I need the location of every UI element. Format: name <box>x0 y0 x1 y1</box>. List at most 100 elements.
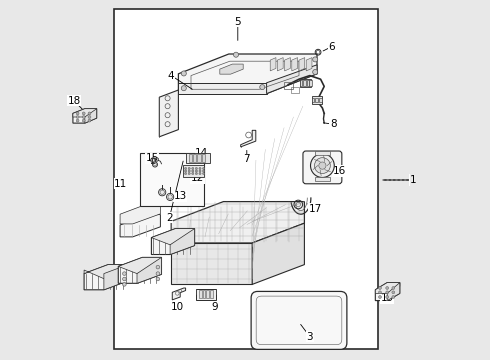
Polygon shape <box>285 58 291 71</box>
Circle shape <box>386 287 389 289</box>
Bar <box>315 177 330 181</box>
Bar <box>189 154 192 162</box>
Bar <box>206 290 209 298</box>
Circle shape <box>199 167 201 170</box>
Bar <box>299 80 302 85</box>
Bar <box>307 80 309 85</box>
Circle shape <box>122 272 126 275</box>
Circle shape <box>315 158 330 174</box>
Polygon shape <box>375 283 400 293</box>
Polygon shape <box>170 229 195 255</box>
Bar <box>202 290 205 298</box>
Text: 2: 2 <box>166 213 172 223</box>
Bar <box>202 154 205 162</box>
FancyBboxPatch shape <box>251 292 347 349</box>
Polygon shape <box>159 90 178 137</box>
Polygon shape <box>118 257 162 274</box>
Bar <box>315 151 330 155</box>
Polygon shape <box>85 109 97 123</box>
Circle shape <box>202 170 205 172</box>
Polygon shape <box>171 243 252 284</box>
Text: 17: 17 <box>309 204 322 214</box>
Bar <box>284 82 293 89</box>
Circle shape <box>122 277 126 281</box>
Bar <box>199 290 202 298</box>
Polygon shape <box>306 58 312 71</box>
Bar <box>300 79 311 87</box>
Circle shape <box>188 170 190 172</box>
Circle shape <box>185 167 187 170</box>
Polygon shape <box>84 265 128 290</box>
Circle shape <box>199 172 201 175</box>
Bar <box>114 9 378 349</box>
Bar <box>193 154 196 162</box>
Polygon shape <box>277 58 283 71</box>
Circle shape <box>185 170 187 172</box>
Circle shape <box>122 283 126 286</box>
Text: 9: 9 <box>211 302 218 312</box>
Text: 13: 13 <box>173 191 187 201</box>
Circle shape <box>379 291 381 294</box>
Polygon shape <box>171 202 304 243</box>
Circle shape <box>386 296 389 298</box>
Circle shape <box>196 172 197 175</box>
Text: 18: 18 <box>68 96 81 106</box>
Circle shape <box>202 172 205 175</box>
Text: 1: 1 <box>410 175 417 185</box>
Polygon shape <box>252 223 304 284</box>
Polygon shape <box>120 215 160 237</box>
Circle shape <box>76 119 79 122</box>
Circle shape <box>156 265 160 269</box>
Polygon shape <box>299 58 305 71</box>
Polygon shape <box>73 109 97 123</box>
Text: 3: 3 <box>306 332 313 342</box>
Circle shape <box>199 170 201 172</box>
Bar <box>183 165 204 177</box>
Circle shape <box>76 112 79 115</box>
Circle shape <box>156 272 160 275</box>
Circle shape <box>311 154 334 177</box>
Text: 16: 16 <box>333 166 346 176</box>
Circle shape <box>319 162 326 169</box>
Polygon shape <box>178 54 317 94</box>
Circle shape <box>82 112 85 115</box>
Circle shape <box>185 172 187 175</box>
Circle shape <box>392 296 395 298</box>
Text: 19: 19 <box>381 293 394 303</box>
Bar <box>319 98 321 102</box>
Circle shape <box>88 116 91 118</box>
Circle shape <box>151 158 156 163</box>
Bar <box>196 289 216 300</box>
Circle shape <box>88 119 91 122</box>
Text: 10: 10 <box>171 302 184 312</box>
Circle shape <box>313 69 318 75</box>
Bar <box>186 153 210 163</box>
Polygon shape <box>137 257 162 283</box>
Circle shape <box>379 287 381 289</box>
Text: 5: 5 <box>235 17 241 27</box>
Circle shape <box>392 287 395 289</box>
Polygon shape <box>73 109 97 117</box>
Text: 14: 14 <box>195 148 208 158</box>
Polygon shape <box>178 83 267 94</box>
Circle shape <box>202 167 205 170</box>
Polygon shape <box>172 288 186 300</box>
Bar <box>197 154 200 162</box>
Polygon shape <box>387 283 400 301</box>
Text: 15: 15 <box>146 153 159 163</box>
Polygon shape <box>118 257 162 283</box>
Bar <box>210 290 213 298</box>
Polygon shape <box>292 58 297 71</box>
Text: 12: 12 <box>191 173 204 183</box>
Circle shape <box>188 167 190 170</box>
Circle shape <box>82 116 85 118</box>
Bar <box>312 98 314 102</box>
Bar <box>312 96 322 104</box>
Circle shape <box>192 167 194 170</box>
Circle shape <box>181 86 186 91</box>
Bar <box>316 98 318 102</box>
Bar <box>309 80 312 85</box>
Polygon shape <box>241 130 256 147</box>
Circle shape <box>167 193 174 201</box>
Circle shape <box>196 170 197 172</box>
